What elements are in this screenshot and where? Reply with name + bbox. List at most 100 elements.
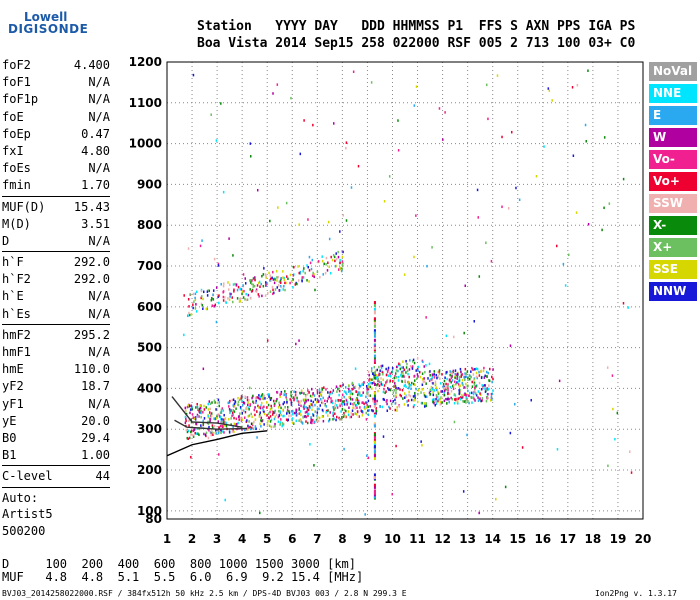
echo-dot <box>233 416 235 420</box>
echo-dot <box>198 415 200 418</box>
echo-dot <box>278 414 281 417</box>
echo-dot <box>239 412 241 415</box>
echo-dot <box>243 289 245 293</box>
echo-dot <box>326 269 329 272</box>
echo-dot <box>339 404 341 408</box>
echo-dot <box>438 369 441 372</box>
echo-dot <box>343 400 345 404</box>
echo-dot <box>405 371 407 374</box>
echo-dot <box>247 293 250 297</box>
echo-dot <box>616 411 619 415</box>
echo-dot <box>457 402 459 405</box>
echo-dot <box>484 387 486 390</box>
echo-dot <box>269 290 272 293</box>
echo-dot <box>346 401 348 404</box>
echo-dot <box>311 408 313 411</box>
echo-dot <box>428 391 431 395</box>
echo-dot <box>421 372 424 375</box>
echo-dot <box>260 425 262 428</box>
echo-dot <box>196 405 199 409</box>
echo-dot <box>220 415 222 419</box>
echo-dot <box>461 394 463 397</box>
echo-dot <box>290 403 293 406</box>
echo-dot <box>288 414 290 418</box>
polarization-legend: NoVal NNE E W Vo- Vo+ SSW X- X+ SSE NNW <box>649 62 697 304</box>
echo-dot <box>340 399 342 402</box>
echo-dot <box>425 382 427 385</box>
echo-dot <box>237 400 240 404</box>
echo-dot <box>437 395 439 398</box>
param-row: h`E N/A <box>2 288 110 305</box>
echo-dot <box>402 360 404 363</box>
echo-dot <box>327 261 329 265</box>
echo-dot <box>339 261 341 265</box>
echo-dot <box>368 382 371 386</box>
echo-dot <box>397 379 400 382</box>
echo-dot <box>405 385 407 389</box>
echo-dot <box>342 400 344 403</box>
echo-dot <box>349 402 352 406</box>
echo-dot <box>395 365 398 369</box>
echo-dot <box>587 69 589 72</box>
echo-dot <box>304 398 307 402</box>
echo-dot <box>376 375 379 379</box>
echo-dot <box>289 281 291 285</box>
echo-dot <box>258 406 260 409</box>
echo-dot <box>340 267 342 270</box>
echo-dot <box>276 397 278 401</box>
echo-dot <box>188 313 191 317</box>
echo-dot <box>407 404 409 407</box>
echo-dot <box>266 401 268 404</box>
echo-dot <box>629 450 631 453</box>
echo-dot <box>301 422 304 425</box>
echo-dot <box>316 389 319 392</box>
echo-dot <box>357 415 360 418</box>
echo-dot <box>400 366 403 369</box>
echo-dot <box>258 415 261 418</box>
echo-dot <box>244 410 247 414</box>
echo-dot <box>410 383 412 387</box>
echo-dot <box>350 186 353 189</box>
echo-dot <box>403 368 406 371</box>
echo-dot <box>222 299 225 302</box>
echo-dot <box>364 407 366 411</box>
echo-dot <box>429 392 432 396</box>
echo-dot <box>222 295 225 299</box>
echo-dot <box>366 390 369 394</box>
echo-dot <box>317 419 320 423</box>
echo-dot <box>352 383 354 387</box>
echo-dot <box>405 395 408 398</box>
echo-dot <box>481 397 484 400</box>
echo-dot <box>225 424 228 428</box>
echo-dot <box>304 271 306 275</box>
param-row: yF1 N/A <box>2 396 110 413</box>
echo-dot <box>331 401 334 405</box>
echo-dot <box>210 433 212 437</box>
echo-dot <box>220 429 222 432</box>
echo-dot <box>384 391 386 395</box>
echo-dot <box>367 370 370 374</box>
echo-dot <box>395 394 397 397</box>
echo-dot <box>467 394 470 397</box>
echo-dot <box>189 411 191 415</box>
echo-dot <box>564 284 567 287</box>
echo-dot <box>285 395 287 399</box>
echo-dot <box>273 417 276 421</box>
echo-dot <box>413 404 416 407</box>
echo-dot <box>251 279 253 282</box>
echo-dot <box>408 375 410 379</box>
echo-dot <box>246 406 248 410</box>
echo-dot <box>265 274 267 278</box>
echo-dot <box>320 394 323 397</box>
echo-dot <box>222 190 225 194</box>
echo-dot <box>329 411 331 414</box>
echo-dot <box>190 313 193 316</box>
echo-dot <box>274 288 277 291</box>
echo-dot <box>227 297 229 300</box>
echo-dot <box>391 367 394 370</box>
echo-dot <box>375 412 377 415</box>
header-labels: Station YYYY DAY DDD HHMMSS P1 FFS S AXN… <box>197 19 636 34</box>
echo-dot <box>194 296 196 300</box>
echo-dot <box>343 414 346 417</box>
echo-dot <box>209 431 212 434</box>
